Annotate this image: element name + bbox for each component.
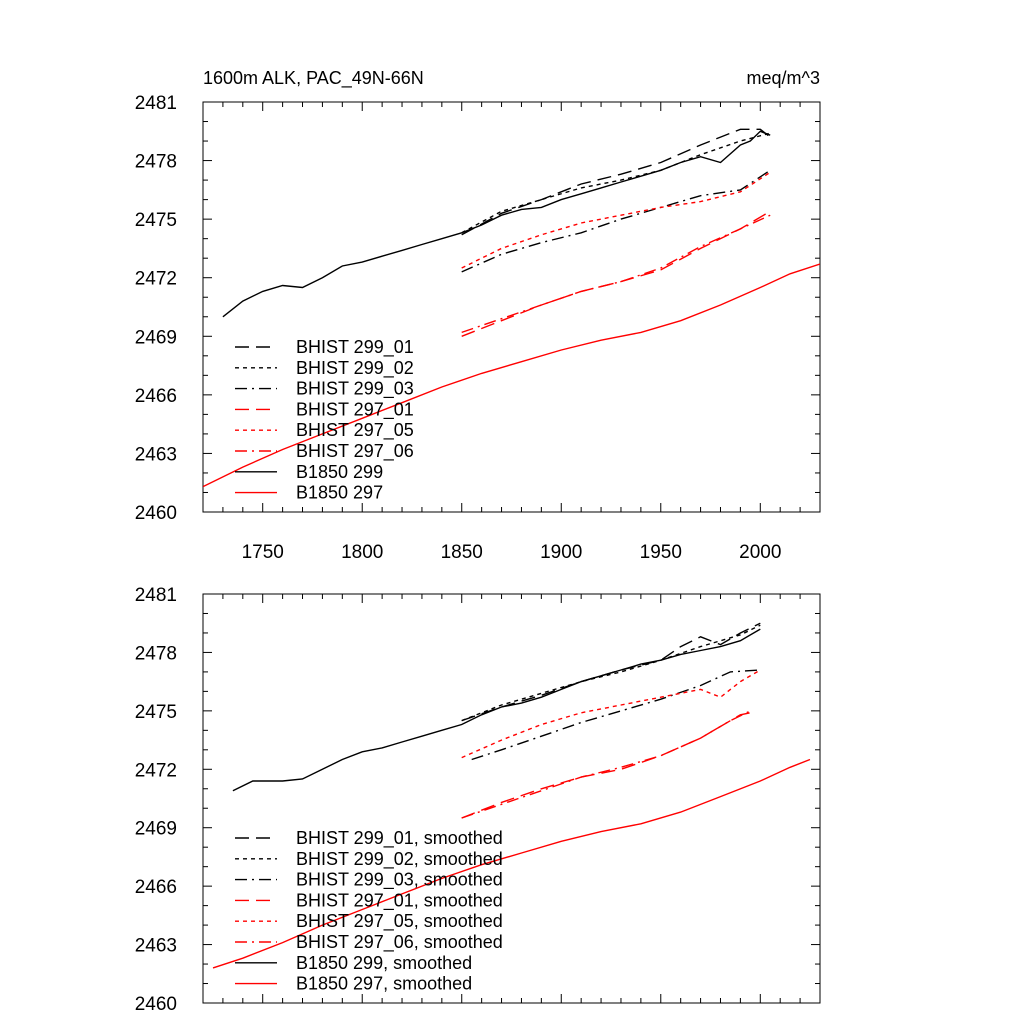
unit-label: meq/m^3 <box>747 68 820 88</box>
y-tick-label: 2460 <box>135 503 177 524</box>
y-tick-label: 2463 <box>135 444 177 465</box>
series-line <box>461 712 751 819</box>
legend-label: BHIST 297_06 <box>296 441 414 462</box>
series-line <box>461 622 761 722</box>
legend-label: BHIST 297_06, smoothed <box>296 932 503 953</box>
legend-label: BHIST 297_05, smoothed <box>296 911 503 932</box>
series-line <box>203 263 820 488</box>
series-line <box>222 130 771 318</box>
y-tick-label: 2472 <box>135 269 177 290</box>
x-tick-label: 2000 <box>739 542 781 563</box>
x-tick-label: 1800 <box>341 542 383 563</box>
series-line <box>471 669 761 761</box>
series-line <box>212 758 811 969</box>
x-tick-label: 1900 <box>540 542 582 563</box>
series-line <box>461 669 761 759</box>
series-line <box>461 169 771 273</box>
y-tick-label: 2469 <box>135 327 177 348</box>
plot-frame <box>202 101 821 513</box>
y-tick-label: 2475 <box>135 702 177 723</box>
series-line <box>232 628 761 792</box>
series-line <box>461 624 761 722</box>
legend-label: BHIST 299_01, smoothed <box>296 828 503 849</box>
y-tick-label: 2481 <box>135 93 177 114</box>
y-tick-label: 2466 <box>135 877 177 898</box>
series-group <box>212 622 811 969</box>
legend-label: BHIST 299_02 <box>296 358 414 379</box>
y-tick-label: 2478 <box>135 152 177 173</box>
series-line <box>461 132 771 234</box>
plot-frame <box>202 593 821 1004</box>
x-tick-label: 1850 <box>441 542 483 563</box>
legend-label: B1850 299 <box>296 462 383 482</box>
series-line <box>461 171 771 269</box>
x-tick-label: 1950 <box>640 542 682 563</box>
series-line <box>461 214 771 334</box>
top-panel: 1600m ALK, PAC_49N-66N meq/m^3 2460 2463 2… <box>135 68 821 563</box>
x-tick-label: 1750 <box>242 542 284 563</box>
series-line <box>461 128 771 236</box>
series-group <box>203 128 820 488</box>
y-tick-label: 2460 <box>135 994 177 1015</box>
legend-label: BHIST 297_01, smoothed <box>296 890 503 911</box>
y-tick-label: 2481 <box>135 585 177 606</box>
legend-label: BHIST 299_03, smoothed <box>296 870 503 891</box>
legend-label: B1850 297 <box>296 483 383 503</box>
legend-label: BHIST 299_01 <box>296 337 414 358</box>
legend-label: B1850 299, smoothed <box>296 953 472 973</box>
series-line <box>461 710 751 819</box>
bottom-panel: 2460 2463 2466 2469 2472 2475 2478 2481 BHIST 29… <box>135 585 821 1015</box>
y-tick-label: 2475 <box>135 210 177 231</box>
series-line <box>461 210 771 337</box>
legend-label: B1850 297, smoothed <box>296 974 472 994</box>
legend-label: BHIST 299_02, smoothed <box>296 849 503 870</box>
legend-label: BHIST 297_01 <box>296 399 414 420</box>
y-tick-label: 2478 <box>135 643 177 664</box>
y-tick-label: 2466 <box>135 386 177 407</box>
legend-label: BHIST 297_05 <box>296 420 414 441</box>
y-tick-label: 2472 <box>135 760 177 781</box>
legend-label: BHIST 299_03 <box>296 379 414 400</box>
panel-title: 1600m ALK, PAC_49N-66N <box>203 68 424 89</box>
y-tick-label: 2463 <box>135 936 177 957</box>
y-tick-label: 2469 <box>135 819 177 840</box>
